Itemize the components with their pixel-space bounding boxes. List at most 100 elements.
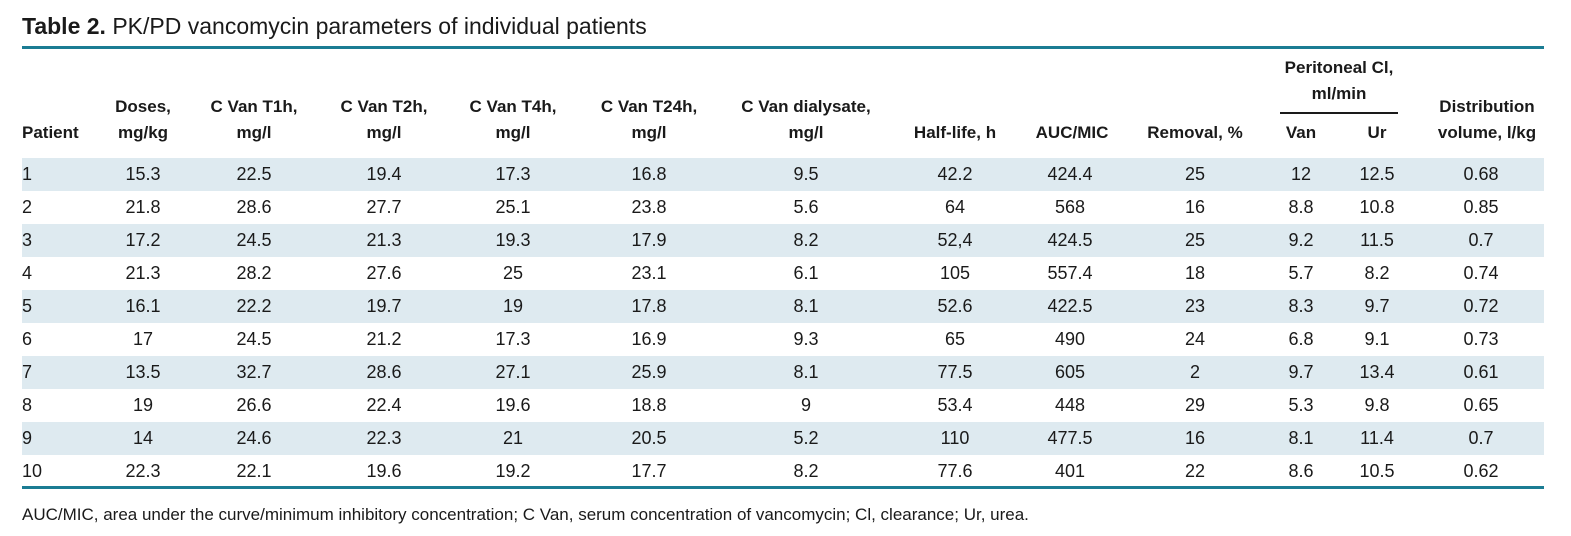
cell-t24h: 17.9 xyxy=(631,230,667,250)
cell-t2h: 22.3 xyxy=(366,428,402,448)
row-band xyxy=(22,158,1544,191)
cell-t24h: 18.8 xyxy=(631,395,667,415)
cell-dialysate: 8.1 xyxy=(793,362,819,382)
cell-t2h: 21.2 xyxy=(366,329,402,349)
cell-dialysate: 6.1 xyxy=(793,263,819,283)
cell-t2h: 27.7 xyxy=(366,197,402,217)
cell-distribution: 0.61 xyxy=(1463,362,1499,382)
cell-removal: 16 xyxy=(1184,197,1206,217)
header-doses: Doses, mg/kg xyxy=(115,97,171,142)
cell-distribution: 0.7 xyxy=(1468,428,1494,448)
cell-t4h: 25 xyxy=(502,263,524,283)
cell-distribution: 0.73 xyxy=(1463,329,1499,349)
cell-t2h: 19.7 xyxy=(366,296,402,316)
cell-t4h: 19.2 xyxy=(495,461,531,481)
cell-ur: 13.4 xyxy=(1359,362,1395,382)
cell-aucmic: 448 xyxy=(1054,395,1086,415)
cell-van: 8.3 xyxy=(1288,296,1314,316)
cell-aucmic: 557.4 xyxy=(1047,263,1093,283)
cell-distribution: 0.68 xyxy=(1463,164,1499,184)
cell-removal: 22 xyxy=(1184,461,1206,481)
peritoneal-span-line xyxy=(1280,112,1398,114)
cell-distribution: 0.85 xyxy=(1463,197,1499,217)
cell-doses: 21.8 xyxy=(125,197,161,217)
cell-dialysate: 8.2 xyxy=(793,461,819,481)
cell-removal: 25 xyxy=(1184,230,1206,250)
header-halflife: Half-life, h xyxy=(913,123,997,142)
row-band xyxy=(22,224,1544,257)
cell-van: 9.2 xyxy=(1288,230,1314,250)
cell-aucmic: 477.5 xyxy=(1047,428,1093,448)
cell-doses: 19 xyxy=(132,395,154,415)
cell-t1h: 22.1 xyxy=(236,461,272,481)
cell-halflife: 110 xyxy=(940,428,970,448)
cell-t2h: 27.6 xyxy=(366,263,402,283)
cell-halflife: 52,4 xyxy=(937,230,973,250)
cell-patient: 3 xyxy=(22,230,33,250)
cell-patient: 8 xyxy=(22,395,33,415)
cell-distribution: 0.62 xyxy=(1463,461,1499,481)
cell-removal: 24 xyxy=(1184,329,1206,349)
cell-van: 5.3 xyxy=(1288,395,1314,415)
cell-dialysate: 5.6 xyxy=(793,197,819,217)
cell-aucmic: 422.5 xyxy=(1047,296,1093,316)
cell-van: 5.7 xyxy=(1288,263,1314,283)
cell-van: 6.8 xyxy=(1288,329,1314,349)
cell-patient: 10 xyxy=(22,461,43,481)
cell-patient: 2 xyxy=(22,197,33,217)
row-band xyxy=(22,290,1544,323)
cell-t4h: 25.1 xyxy=(495,197,531,217)
header-removal: Removal, % xyxy=(1147,123,1243,142)
cell-patient: 1 xyxy=(22,164,33,184)
cell-aucmic: 401 xyxy=(1054,461,1086,481)
cell-aucmic: 490 xyxy=(1054,329,1086,349)
cell-van: 9.7 xyxy=(1288,362,1314,382)
cell-t1h: 24.5 xyxy=(236,329,272,349)
cell-halflife: 42.2 xyxy=(937,164,973,184)
cell-t4h: 19 xyxy=(502,296,524,316)
header-peritoneal-cl: Peritoneal Cl, ml/min xyxy=(1284,58,1394,103)
cell-dialysate: 9.5 xyxy=(793,164,819,184)
header-aucmic: AUC/MIC xyxy=(1035,123,1109,142)
cell-t2h: 21.3 xyxy=(366,230,402,250)
cell-distribution: 0.72 xyxy=(1463,296,1499,316)
cell-t2h: 28.6 xyxy=(366,362,402,382)
cell-dialysate: 8.1 xyxy=(793,296,819,316)
cell-doses: 15.3 xyxy=(125,164,161,184)
header-dialysate: C Van dialysate, mg/l xyxy=(741,97,871,142)
header-t4h: C Van T4h, mg/l xyxy=(469,97,557,142)
cell-removal: 2 xyxy=(1189,362,1201,382)
cell-t1h: 22.2 xyxy=(236,296,272,316)
cell-t24h: 17.8 xyxy=(631,296,667,316)
cell-ur: 9.8 xyxy=(1364,395,1390,415)
cell-ur: 10.5 xyxy=(1359,461,1395,481)
cell-t24h: 25.9 xyxy=(631,362,667,382)
cell-ur: 10.8 xyxy=(1359,197,1395,217)
cell-t1h: 26.6 xyxy=(236,395,272,415)
header-van: Van xyxy=(1285,123,1317,142)
cell-removal: 18 xyxy=(1184,263,1206,283)
cell-doses: 14 xyxy=(132,428,154,448)
cell-distribution: 0.65 xyxy=(1463,395,1499,415)
cell-t1h: 28.6 xyxy=(236,197,272,217)
cell-halflife: 53.4 xyxy=(937,395,973,415)
cell-doses: 17 xyxy=(132,329,154,349)
cell-t1h: 32.7 xyxy=(236,362,272,382)
cell-t4h: 19.6 xyxy=(495,395,531,415)
cell-removal: 23 xyxy=(1184,296,1206,316)
cell-t1h: 28.2 xyxy=(236,263,272,283)
table-caption: PK/PD vancomycin parameters of individua… xyxy=(112,13,647,39)
cell-dialysate: 9.3 xyxy=(793,329,819,349)
cell-ur: 9.1 xyxy=(1364,329,1390,349)
header-t24h: C Van T24h, mg/l xyxy=(600,97,698,142)
cell-van: 12 xyxy=(1290,164,1312,184)
bottom-rule xyxy=(22,486,1544,489)
cell-t4h: 17.3 xyxy=(495,164,531,184)
cell-doses: 13.5 xyxy=(125,362,161,382)
cell-t2h: 19.4 xyxy=(366,164,402,184)
header-ur: Ur xyxy=(1367,123,1387,142)
cell-halflife: 105 xyxy=(939,263,971,283)
cell-patient: 9 xyxy=(22,428,33,448)
cell-patient: 6 xyxy=(22,329,33,349)
cell-doses: 17.2 xyxy=(125,230,161,250)
